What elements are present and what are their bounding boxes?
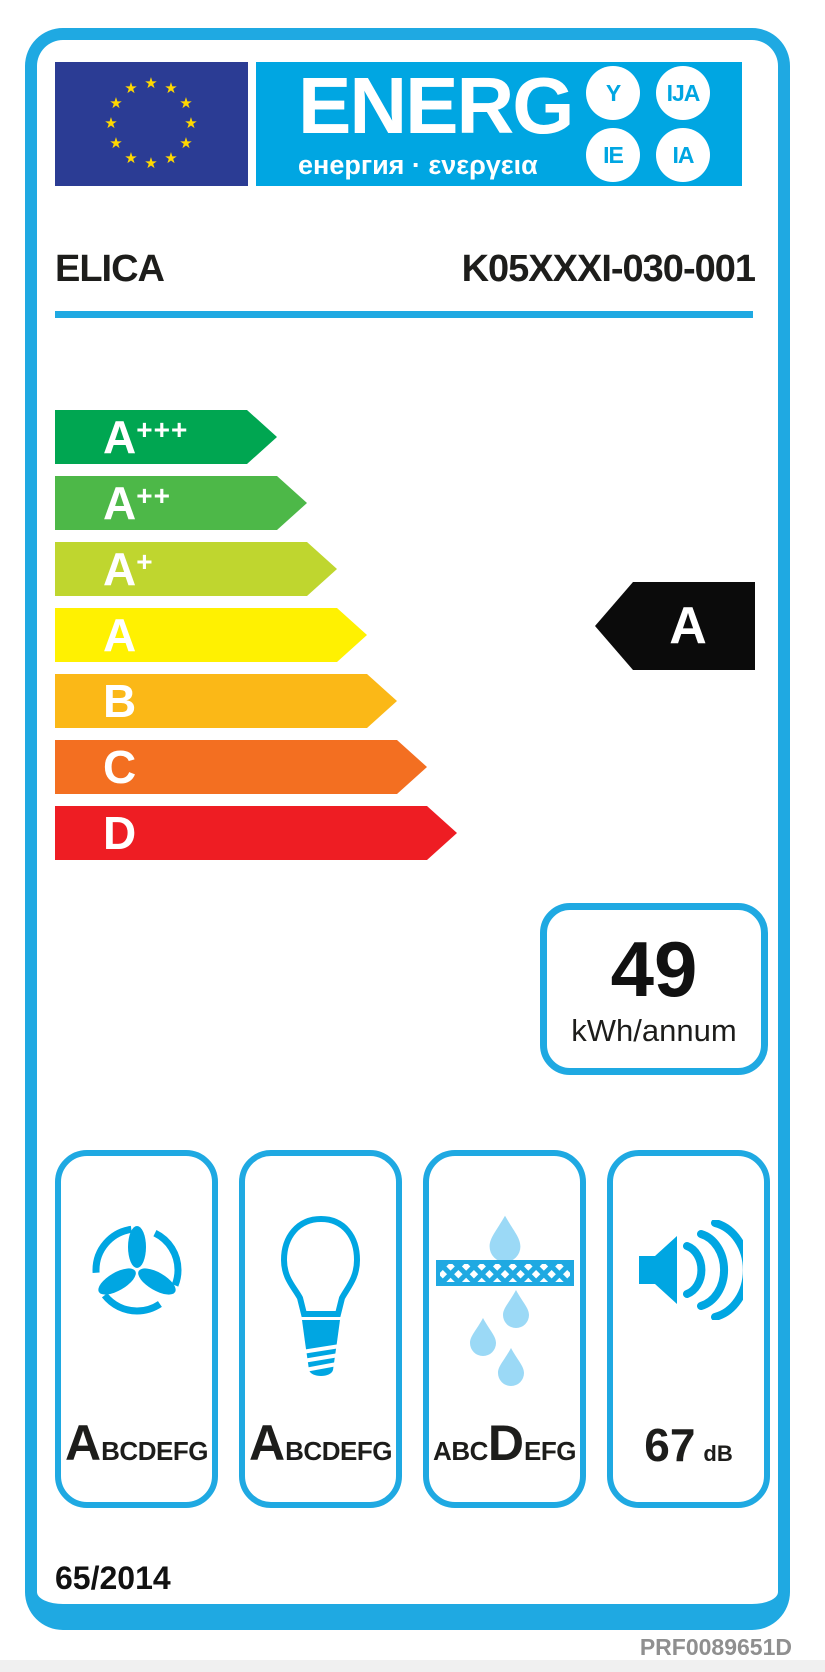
eu-star-icon: ★ [179,135,193,152]
eu-star-icon: ★ [109,135,123,152]
energ-word: ENERG [298,61,574,150]
language-badge-ie: IE [586,128,640,182]
annual-energy-consumption-box: 49 kWh/annum [540,903,768,1075]
rating-arrow-b: B [55,674,397,728]
rating-arrow-a-plus: A + [55,542,337,596]
document-code: PRF0089651D [639,1634,792,1660]
eu-star-icon: ★ [124,80,138,97]
header-separator-line [55,311,753,318]
eu-star-icon: ★ [109,95,123,112]
selected-energy-class: A [669,597,707,655]
rating-arrow-a-plus-plus-plus: A +++ [55,410,277,464]
model-number: K05XXXI-030-001 [461,248,756,290]
eu-flag: ★ ★ ★ ★ ★ ★ ★ ★ ★ ★ ★ ★ [55,62,248,186]
regulation-reference: 65/2014 [55,1560,171,1596]
eu-star-icon: ★ [164,80,178,97]
rating-arrow-d: D [55,806,457,860]
eu-star-icon: ★ [124,150,138,167]
selected-energy-class-arrow: A [595,582,755,670]
eu-star-icon: ★ [144,75,158,92]
eu-star-icon: ★ [184,115,198,132]
energ-subtitle: енергия · ενεργεια [298,150,538,180]
screenshot-bottom-edge [0,1660,825,1672]
grease-filtering-grade: ABCDEFG [433,1415,576,1471]
rating-arrow-a-plus-plus: A ++ [55,476,307,530]
language-badge-y: Y [586,66,640,120]
annual-energy-unit: kWh/annum [571,1013,737,1048]
language-badge-ija: IJA [656,66,710,120]
lighting-efficiency-box: ABCDEFG [239,1150,402,1508]
language-badge-ia: IA [656,128,710,182]
energ-logo-box: ENERG енергия · ενεργεια Y IJA IE IA [256,62,742,186]
eu-star-icon: ★ [164,150,178,167]
product-identity-row: ELICA K05XXXI-030-001 [55,248,756,291]
eu-star-icon: ★ [179,95,193,112]
grease-filtering-efficiency-box: ABCDEFG [423,1150,586,1508]
noise-icon [638,1220,743,1320]
noise-level-box: 67 dB [607,1150,770,1508]
grease-filter-icon [435,1215,574,1386]
rating-arrow-c: C [55,740,427,794]
fluid-efficiency-grade: ABCDEFG [65,1415,208,1471]
bulb-icon [280,1215,360,1376]
eu-star-icon: ★ [104,115,118,132]
rating-arrow-a: A [55,608,367,662]
brand-name: ELICA [55,248,165,290]
lighting-efficiency-grade: ABCDEFG [249,1415,392,1471]
annual-energy-value: 49 [610,925,698,1013]
energy-label-border [25,28,790,1630]
eu-star-icon: ★ [144,155,158,172]
fluid-dynamic-efficiency-box: ABCDEFG [55,1150,218,1508]
noise-level-value: 67 dB [644,1419,733,1471]
fan-icon [92,1225,181,1315]
